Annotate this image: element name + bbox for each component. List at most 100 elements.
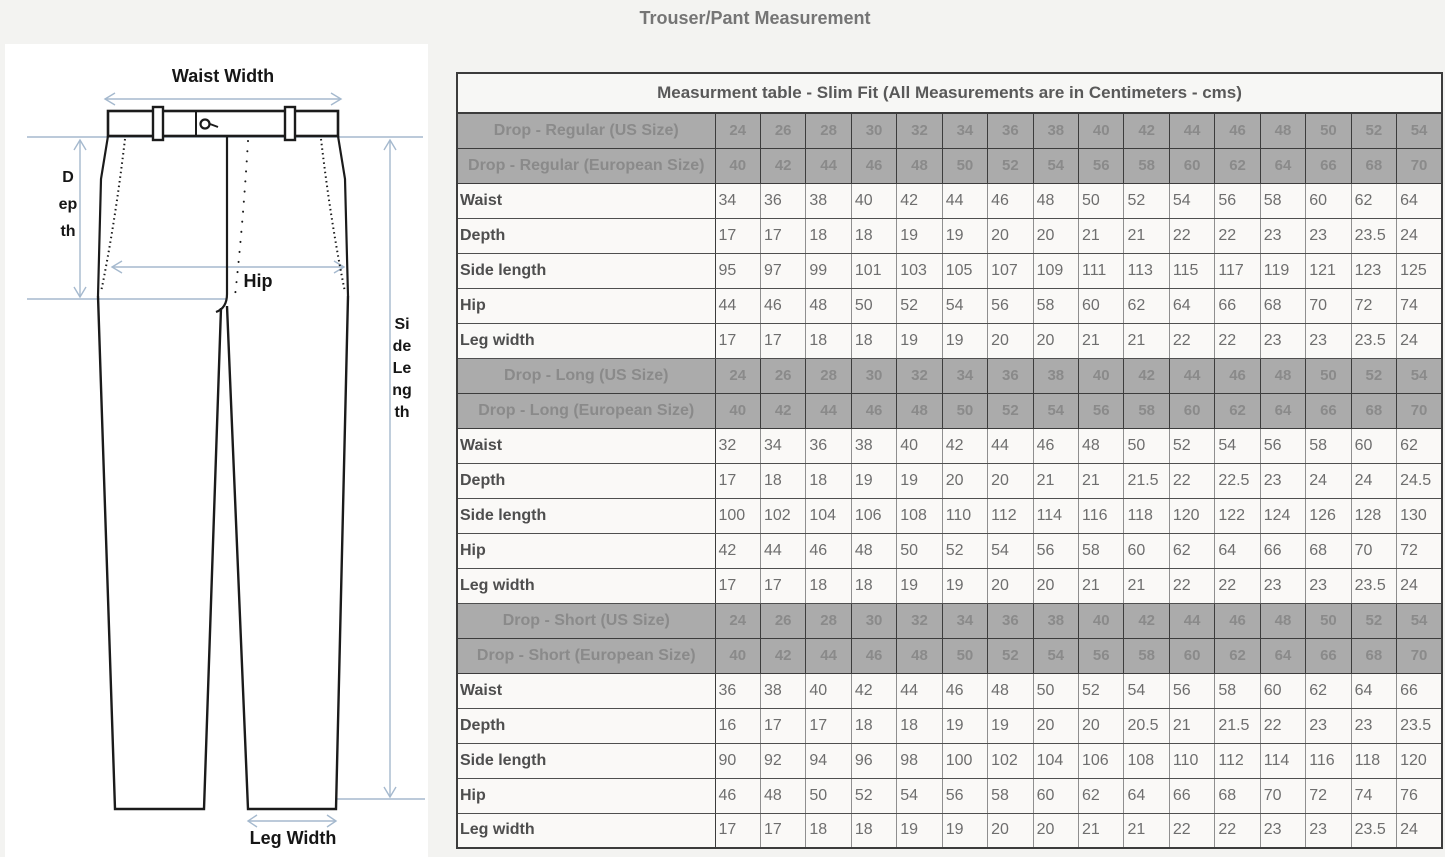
measurement-cell: 58 [987,777,1034,814]
size-cell: 54 [1396,357,1443,394]
measurement-cell: 123 [1350,252,1398,289]
size-cell: 42 [759,637,807,674]
size-cell: 34 [941,602,989,639]
right-leg [225,295,350,811]
measurement-cell: 117 [1214,252,1261,289]
trouser-drawing [27,92,425,828]
measurement-cell: 23.5 [1396,707,1443,744]
measurement-cell: 62 [1396,427,1443,464]
measurement-cell: 52 [850,777,898,814]
measurement-cell: 62 [1305,672,1352,709]
measurement-cell: 24.5 [1396,462,1443,499]
measurement-cell: 42 [941,427,989,464]
size-cell: 52 [1350,357,1398,394]
measurement-cell: 22 [1168,217,1216,254]
measurement-cell: 52 [1168,427,1216,464]
measurement-row: Side length 100 102 104 106 108 110 112 114 116 11… [456,497,1443,534]
measurement-cell: 110 [1168,742,1216,779]
measurement-cell: 76 [1396,777,1443,814]
measurement-cell: 128 [1350,497,1398,534]
size-cell: 50 [1305,112,1352,149]
size-cell: 42 [1123,357,1170,394]
measurement-table: Measurment table - Slim Fit (All Measure… [456,72,1443,849]
measurement-cell: 44 [759,532,807,569]
size-cell: 26 [759,602,807,639]
size-row-label: Drop - Short (European Size) [456,637,716,674]
measurement-cell: 18 [896,707,943,744]
measurement-cell: 18 [759,462,807,499]
size-row-label: Drop - Long (European Size) [456,392,716,429]
measurement-cell: 21 [1077,217,1125,254]
measurement-cell: 21.5 [1123,462,1170,499]
measurement-cell: 50 [896,532,943,569]
measurement-cell: 24 [1305,462,1352,499]
measurement-row-label: Depth [456,462,716,499]
measurement-cell: 120 [1168,497,1216,534]
measurement-cell: 16 [714,707,761,744]
measurement-cell: 42 [896,182,943,219]
measurement-cell: 21.5 [1214,707,1261,744]
measurement-cell: 106 [1077,742,1125,779]
depth-arrow [73,138,87,299]
size-cell: 66 [1305,637,1352,674]
size-cell: 42 [759,392,807,429]
measurement-cell: 126 [1305,497,1352,534]
measurement-cell: 22 [1168,322,1216,359]
size-cell: 26 [759,357,807,394]
measurement-cell: 23 [1305,217,1352,254]
measurement-cell: 103 [896,252,943,289]
measurement-cell: 95 [714,252,761,289]
measurement-cell: 22.5 [1214,462,1261,499]
button-loop [209,123,219,128]
table-title: Measurment table - Slim Fit (All Measure… [457,73,1442,114]
side-length-label: Side Length [392,316,416,421]
size-cell: 54 [1032,147,1080,184]
measurement-cell: 23 [1305,322,1352,359]
measurement-cell: 60 [1077,287,1125,324]
measurement-row: Leg width 17 17 18 18 19 19 20 20 21 21 22 22 23 23 23.… [456,812,1443,849]
measurement-cell: 62 [1123,287,1170,324]
measurement-cell: 22 [1214,217,1261,254]
measurement-cell: 19 [850,462,898,499]
measurement-cell: 54 [987,532,1034,569]
measurement-cell: 106 [850,497,898,534]
measurement-cell: 19 [896,322,943,359]
measurement-cell: 34 [759,427,807,464]
measurement-cell: 24 [1396,567,1443,604]
measurement-cell: 19 [941,217,989,254]
measurement-cell: 114 [1259,742,1307,779]
size-cell: 40 [1077,602,1125,639]
measurement-row-label: Side length [456,742,716,779]
measurement-cell: 44 [987,427,1034,464]
size-row-label: Drop - Regular (European Size) [456,147,716,184]
size-cell: 50 [941,147,989,184]
size-cell: 24 [714,112,761,149]
size-cell: 38 [1032,602,1080,639]
measurement-cell: 19 [941,567,989,604]
measurement-cell: 56 [1214,182,1261,219]
measurement-cell: 48 [1032,182,1080,219]
measurement-cell: 119 [1259,252,1307,289]
measurement-cell: 72 [1396,532,1443,569]
size-cell: 68 [1350,637,1398,674]
measurement-cell: 20 [1032,567,1080,604]
size-cell: 52 [987,392,1034,429]
measurement-cell: 122 [1214,497,1261,534]
size-cell: 46 [1214,112,1261,149]
measurement-cell: 19 [941,322,989,359]
trouser-diagram: Waist Width Depth Hip Side Length Leg Wi… [5,44,428,857]
measurement-cell: 96 [850,742,898,779]
measurement-cell: 64 [1168,287,1216,324]
size-cell: 52 [1350,112,1398,149]
measurement-cell: 20 [1032,322,1080,359]
measurement-cell: 99 [805,252,852,289]
size-cell: 40 [714,147,761,184]
measurement-cell: 66 [1168,777,1216,814]
belt-loop-right [283,105,297,142]
leg-width-label: Leg Width [249,828,337,848]
measurement-cell: 21 [1123,812,1170,849]
size-cell: 64 [1259,637,1307,674]
measurement-cell: 21 [1123,567,1170,604]
size-cell: 36 [987,602,1034,639]
measurement-cell: 56 [1168,672,1216,709]
